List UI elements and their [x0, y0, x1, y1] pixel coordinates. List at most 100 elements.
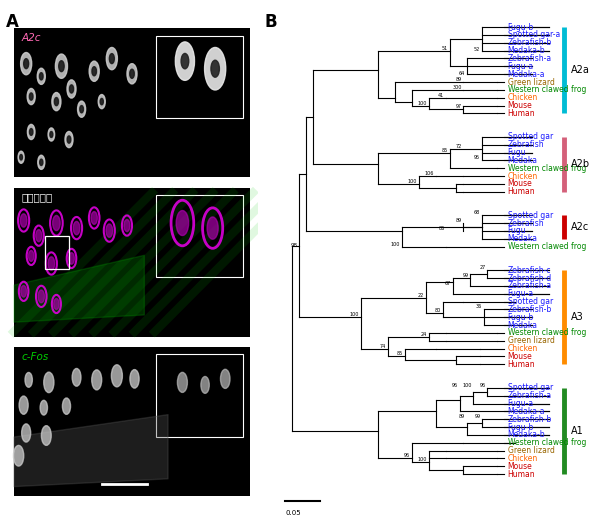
- Circle shape: [73, 221, 80, 235]
- Text: 52: 52: [474, 47, 481, 52]
- Text: 100: 100: [418, 457, 427, 462]
- Circle shape: [100, 99, 103, 105]
- Circle shape: [220, 369, 230, 388]
- Circle shape: [130, 369, 139, 388]
- Circle shape: [72, 368, 81, 386]
- Text: 97: 97: [455, 104, 461, 110]
- Circle shape: [92, 67, 97, 76]
- Text: Chicken: Chicken: [508, 93, 538, 102]
- Circle shape: [20, 154, 22, 160]
- Circle shape: [52, 93, 61, 111]
- Circle shape: [38, 290, 44, 302]
- Text: Human: Human: [508, 187, 535, 196]
- Text: 64: 64: [458, 71, 465, 76]
- Circle shape: [44, 372, 54, 393]
- Circle shape: [20, 214, 27, 227]
- Text: 100: 100: [407, 179, 417, 184]
- Circle shape: [23, 58, 29, 69]
- Circle shape: [92, 370, 102, 390]
- Text: Spotted gar-a: Spotted gar-a: [508, 31, 560, 40]
- Circle shape: [91, 212, 97, 225]
- Circle shape: [211, 60, 220, 77]
- Text: 80: 80: [435, 308, 441, 314]
- Bar: [45, 236, 69, 269]
- Text: Green lizard: Green lizard: [508, 77, 554, 86]
- Text: 85: 85: [442, 148, 448, 153]
- Text: 96: 96: [404, 453, 410, 458]
- Text: Zebrafish-c: Zebrafish-c: [508, 266, 551, 275]
- Circle shape: [106, 224, 113, 237]
- Text: Spotted gar: Spotted gar: [508, 297, 553, 306]
- Text: Spotted gar: Spotted gar: [508, 211, 553, 220]
- Text: 95: 95: [474, 155, 481, 160]
- Text: A3: A3: [571, 313, 584, 322]
- Circle shape: [77, 101, 86, 118]
- Text: Fugu-b: Fugu-b: [508, 423, 534, 432]
- Text: Chicken: Chicken: [508, 454, 538, 463]
- Text: A2a: A2a: [571, 65, 590, 75]
- Circle shape: [176, 210, 188, 236]
- Text: A1: A1: [571, 426, 584, 436]
- Circle shape: [38, 155, 45, 169]
- Text: Fugu-b: Fugu-b: [508, 23, 534, 32]
- Circle shape: [48, 128, 55, 141]
- Text: Zebrafish-b: Zebrafish-b: [508, 38, 552, 47]
- Text: 86: 86: [438, 226, 445, 231]
- Circle shape: [80, 105, 83, 113]
- Text: Mouse: Mouse: [508, 180, 532, 189]
- Text: Mouse: Mouse: [508, 352, 532, 361]
- Circle shape: [48, 257, 55, 270]
- Text: Fugu-b: Fugu-b: [508, 313, 534, 322]
- Text: Medaka-a: Medaka-a: [508, 70, 545, 79]
- Text: A2c: A2c: [571, 222, 589, 232]
- Circle shape: [67, 80, 76, 98]
- Text: 51: 51: [442, 46, 448, 51]
- Text: A2c: A2c: [21, 33, 41, 43]
- Text: Chicken: Chicken: [508, 172, 538, 181]
- Circle shape: [207, 217, 218, 239]
- Circle shape: [20, 53, 32, 75]
- Text: 100: 100: [418, 101, 427, 105]
- Text: 300: 300: [452, 85, 461, 90]
- Circle shape: [53, 298, 59, 309]
- Bar: [155, 195, 244, 277]
- Circle shape: [178, 373, 187, 393]
- Bar: [155, 355, 244, 436]
- Text: A2b: A2b: [571, 159, 590, 169]
- Text: 96: 96: [452, 383, 458, 388]
- Text: Western clawed frog: Western clawed frog: [508, 242, 586, 251]
- Text: Human: Human: [508, 360, 535, 369]
- Circle shape: [55, 54, 67, 79]
- Text: Chicken: Chicken: [508, 344, 538, 353]
- Circle shape: [25, 373, 32, 387]
- Circle shape: [40, 401, 47, 415]
- Text: c-Fos: c-Fos: [21, 352, 49, 362]
- Circle shape: [127, 64, 137, 84]
- Text: Human: Human: [508, 470, 535, 479]
- Text: 100: 100: [350, 313, 359, 317]
- Circle shape: [70, 85, 74, 93]
- Text: 99: 99: [463, 273, 469, 278]
- Text: Mouse: Mouse: [508, 462, 532, 471]
- Text: 41: 41: [438, 93, 445, 97]
- Text: Zebrafish: Zebrafish: [508, 219, 544, 228]
- Text: Green lizard: Green lizard: [508, 336, 554, 345]
- Circle shape: [59, 61, 64, 72]
- Text: 98: 98: [290, 243, 298, 248]
- Text: 100: 100: [391, 242, 400, 247]
- Text: 106: 106: [425, 171, 434, 176]
- Text: Zebrafish: Zebrafish: [508, 140, 544, 149]
- Text: 74: 74: [380, 344, 386, 349]
- Text: Human: Human: [508, 109, 535, 118]
- Circle shape: [50, 132, 53, 138]
- Circle shape: [175, 42, 194, 80]
- Bar: [14, 347, 250, 496]
- Circle shape: [22, 424, 31, 442]
- Text: Western clawed frog: Western clawed frog: [508, 164, 586, 173]
- Circle shape: [89, 61, 99, 81]
- Text: 67: 67: [445, 281, 451, 286]
- Circle shape: [41, 426, 51, 445]
- Text: Medaka: Medaka: [508, 235, 538, 243]
- Text: 89: 89: [455, 218, 461, 223]
- Text: Western clawed frog: Western clawed frog: [508, 328, 586, 337]
